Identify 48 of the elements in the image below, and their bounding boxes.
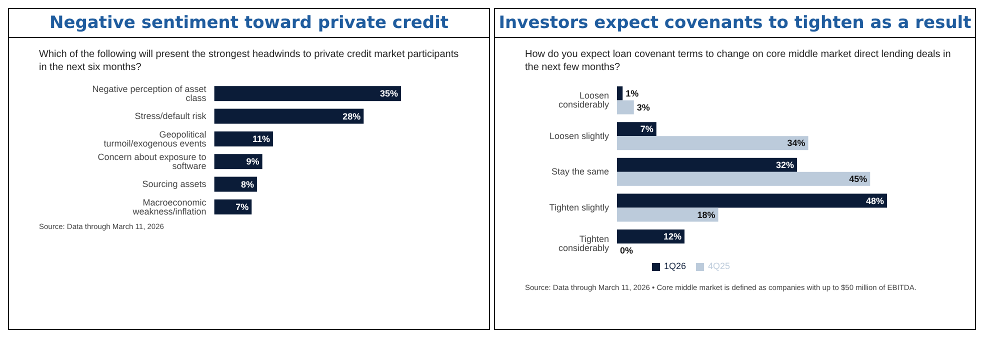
data-label: 32% — [776, 160, 794, 170]
bar — [617, 122, 656, 136]
bar — [617, 208, 718, 222]
legend-label: 4Q25 — [708, 261, 730, 271]
bar — [617, 136, 808, 150]
chart-title: Negative sentiment toward private credit — [9, 9, 489, 38]
bar — [214, 86, 401, 102]
data-label: 35% — [380, 88, 398, 99]
data-label: 28% — [342, 111, 361, 122]
bar — [617, 172, 870, 186]
data-label: 0% — [620, 246, 634, 256]
bar — [617, 194, 887, 208]
bar — [617, 86, 623, 100]
data-label: 1% — [626, 88, 639, 98]
y-tick-label: Stay the same — [551, 166, 609, 177]
data-label: 45% — [849, 174, 868, 184]
y-tick-label: Tighten slightly — [549, 202, 610, 212]
chart-subtitle: How do you expect loan covenant terms to change on core middle market direct lending deals in the next few months? — [525, 48, 952, 74]
y-tick-label: Sourcing assets — [142, 179, 207, 190]
bar — [214, 131, 273, 146]
y-tick-label: Loosen considerably — [558, 90, 610, 110]
bar — [214, 154, 262, 170]
bar — [214, 176, 257, 192]
data-label: 7% — [236, 202, 249, 212]
chart-title: Investors expect covenants to tighten as a result — [495, 9, 975, 38]
y-tick-label: Negative perception of asset class — [92, 84, 207, 104]
bar — [617, 158, 797, 172]
data-label: 11% — [252, 134, 270, 144]
data-label: 34% — [787, 138, 806, 148]
data-label: 3% — [636, 102, 650, 112]
y-tick-label: Loosen slightly — [549, 130, 610, 141]
bar — [214, 108, 364, 124]
y-tick-label: Geopolitical turmoil/exogenous events — [104, 129, 207, 148]
data-label: 9% — [246, 156, 260, 167]
y-tick-label: Stress/default risk — [134, 111, 207, 122]
legend-label: 1Q26 — [664, 261, 686, 271]
data-label: 8% — [240, 179, 254, 190]
bar — [617, 229, 684, 244]
y-tick-label: Macroeconomic weakness/inflation — [132, 197, 207, 216]
data-label: 12% — [663, 232, 682, 242]
bar — [214, 199, 252, 214]
data-label: 7% — [640, 124, 654, 134]
bar — [617, 100, 634, 114]
y-tick-label: Tighten considerably — [558, 234, 610, 253]
data-label: 48% — [866, 196, 884, 206]
data-label: 18% — [697, 210, 716, 220]
y-tick-label: Concern about exposure to software — [98, 152, 206, 172]
chart-subtitle: Which of the following will present the strongest headwinds to private credit market participants in the next six months? — [39, 48, 460, 74]
